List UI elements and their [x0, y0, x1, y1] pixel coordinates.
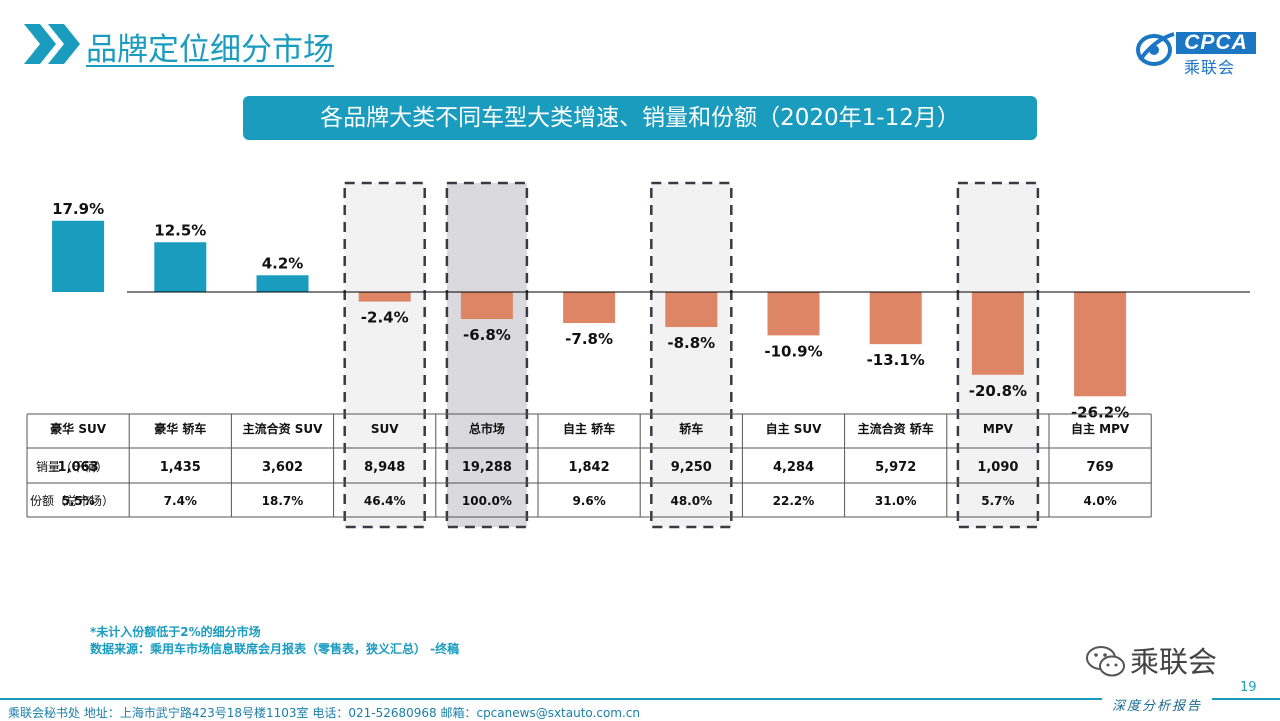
wechat-icon — [1086, 646, 1125, 677]
table-cell-share: 48.0% — [670, 494, 712, 508]
table-cell-sales: 1,063 — [58, 460, 99, 475]
table-header: 轿车 — [679, 421, 703, 436]
table-cell-share: 4.0% — [1083, 494, 1116, 508]
table-cell-share: 9.6% — [572, 494, 605, 508]
bar — [52, 220, 105, 292]
logo-cn-text: 乘联会 — [1184, 58, 1236, 77]
table-cell-share: 31.0% — [875, 494, 917, 508]
cpca-logo: CPCA 乘联会 — [1132, 26, 1262, 77]
table-cell-sales: 1,842 — [569, 460, 610, 475]
highlight-box — [650, 181, 733, 529]
table-header: 主流合资 SUV — [243, 421, 324, 436]
table-cell-sales: 4,284 — [773, 460, 814, 475]
double-chevron-right-icon — [24, 24, 80, 64]
growth-bar-chart: 17.9% 12.5% 4.2% -2.4% -6.8% -7.8% -8.8% -10.9%… — [26, 181, 1250, 529]
data-label: 12.5% — [154, 221, 206, 239]
bar — [767, 292, 820, 336]
table-cell-share: 100.0% — [462, 494, 512, 508]
highlight-box — [343, 181, 426, 529]
table-header: 自主 SUV — [766, 421, 823, 436]
table-cell-sales: 1,435 — [160, 460, 201, 475]
data-label: -6.8% — [463, 326, 511, 344]
logo-cpca-text: CPCA — [1176, 32, 1256, 54]
table-header: MPV — [983, 422, 1014, 436]
bar — [869, 292, 922, 345]
data-label: -26.2% — [1071, 403, 1129, 421]
footnote-exclusion: *未计入份额低于2%的细分市场 — [90, 625, 261, 639]
page-number: 19 — [1240, 680, 1257, 695]
table-cell-sales: 9,250 — [671, 460, 712, 475]
footer-divider — [0, 698, 1280, 700]
data-label: -10.9% — [764, 342, 822, 360]
table-header: 豪华 轿车 — [154, 421, 206, 436]
bar — [358, 292, 411, 302]
bar — [1074, 292, 1127, 397]
data-label: -13.1% — [867, 351, 925, 369]
table-cell-sales: 5,972 — [875, 460, 916, 475]
table-header: 总市场 — [469, 421, 505, 436]
table-cell-share: 5.7% — [981, 494, 1014, 508]
wechat-label: 乘联会 — [1130, 645, 1218, 679]
bar — [256, 275, 309, 292]
table-cell-sales: 3,602 — [262, 460, 303, 475]
page-title: 品牌定位细分市场 — [86, 32, 334, 68]
table-header: 自主 轿车 — [563, 421, 615, 436]
bar — [460, 292, 513, 320]
table-cell-sales: 1,090 — [977, 460, 1018, 475]
table-cell-sales: 769 — [1087, 460, 1114, 475]
bar — [665, 292, 718, 328]
table-row-label: 销量（千辆） — [36, 460, 108, 474]
highlight-box — [445, 181, 529, 529]
data-label: 4.2% — [262, 254, 304, 272]
table-header: 自主 MPV — [1071, 421, 1130, 436]
table-cell-share: 22.2% — [773, 494, 815, 508]
bar — [563, 292, 616, 324]
table-cell-sales: 8,948 — [364, 460, 405, 475]
data-label: -8.8% — [667, 334, 715, 352]
data-label: -2.4% — [361, 309, 409, 327]
table-header: SUV — [371, 422, 399, 436]
bar — [971, 292, 1024, 375]
footer-report-tag: 深度分析报告 — [1102, 695, 1213, 714]
table-cell-share: 5.5% — [61, 494, 94, 508]
table-cell-share: 7.4% — [164, 494, 197, 508]
data-label: -20.8% — [969, 382, 1027, 400]
table-header: 主流合资 轿车 — [858, 421, 934, 436]
table-cell-sales: 19,288 — [462, 460, 512, 475]
table-cell-share: 46.4% — [364, 494, 406, 508]
footer-contact: 乘联会秘书处 地址：上海市武宁路423号18号楼1103室 电话：021-526… — [8, 706, 641, 720]
cpca-emblem-icon — [1136, 32, 1175, 66]
chart-title: 各品牌大类不同车型大类增速、销量和份额（2020年1-12月） — [243, 96, 1037, 140]
table-header: 豪华 SUV — [50, 421, 107, 436]
bar — [154, 242, 207, 292]
table-row-label: 份额（总市场） — [30, 493, 114, 508]
table-cell-share: 18.7% — [262, 494, 304, 508]
footnote-source: 数据来源：乘用车市场信息联席会月报表（零售表，狭义汇总） -终稿 — [90, 642, 460, 656]
data-label: -7.8% — [565, 330, 613, 348]
wechat-badge: 乘联会 — [1084, 642, 1244, 682]
data-label: 17.9% — [52, 200, 104, 218]
